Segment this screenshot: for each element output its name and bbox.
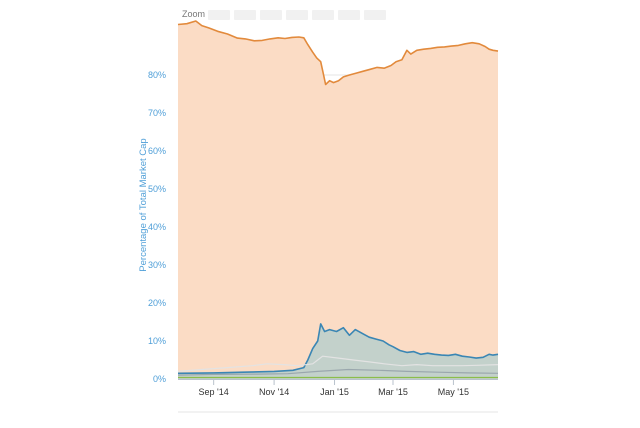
zoom-button-6 bbox=[364, 10, 386, 20]
series-lines bbox=[177, 20, 499, 379]
y-tick-label: 50% bbox=[148, 184, 166, 194]
zoom-button-0 bbox=[208, 10, 230, 20]
y-tick-label: 60% bbox=[148, 146, 166, 156]
y-tick-label: 40% bbox=[148, 222, 166, 232]
series-line-2 bbox=[177, 355, 499, 372]
y-axis-label: Percentage of Total Market Cap bbox=[138, 138, 149, 271]
x-tick-label: May '15 bbox=[438, 387, 469, 397]
y-tick-label: 10% bbox=[148, 336, 166, 346]
zoom-button-2 bbox=[260, 10, 282, 20]
x-axis: Sep '14 Nov '14 Jan '15 Mar '15 May '15 bbox=[178, 379, 498, 413]
y-tick-label: 80% bbox=[148, 70, 166, 80]
zoom-button-4 bbox=[312, 10, 334, 20]
x-tick-label: Jan '15 bbox=[320, 387, 349, 397]
series-line-0 bbox=[177, 20, 499, 86]
x-tick-label: Sep '14 bbox=[199, 387, 229, 397]
y-axis-ticks: 0% 10% 20% 30% 40% 50% 60% 70% 80% bbox=[148, 70, 166, 384]
x-tick-label: Mar '15 bbox=[378, 387, 408, 397]
y-tick-label: 0% bbox=[153, 374, 166, 384]
x-tick-label: Nov '14 bbox=[259, 387, 289, 397]
zoom-button-5 bbox=[338, 10, 360, 20]
zoom-label: Zoom bbox=[182, 9, 205, 19]
y-tick-label: 70% bbox=[148, 108, 166, 118]
y-tick-label: 20% bbox=[148, 298, 166, 308]
zoom-bar: Zoom bbox=[182, 9, 386, 20]
zoom-button-1 bbox=[234, 10, 256, 20]
zoom-button-3 bbox=[286, 10, 308, 20]
series-line-1 bbox=[177, 323, 499, 375]
series-line-3 bbox=[177, 368, 499, 376]
series-area-0 bbox=[178, 21, 498, 379]
y-tick-label: 30% bbox=[148, 260, 166, 270]
